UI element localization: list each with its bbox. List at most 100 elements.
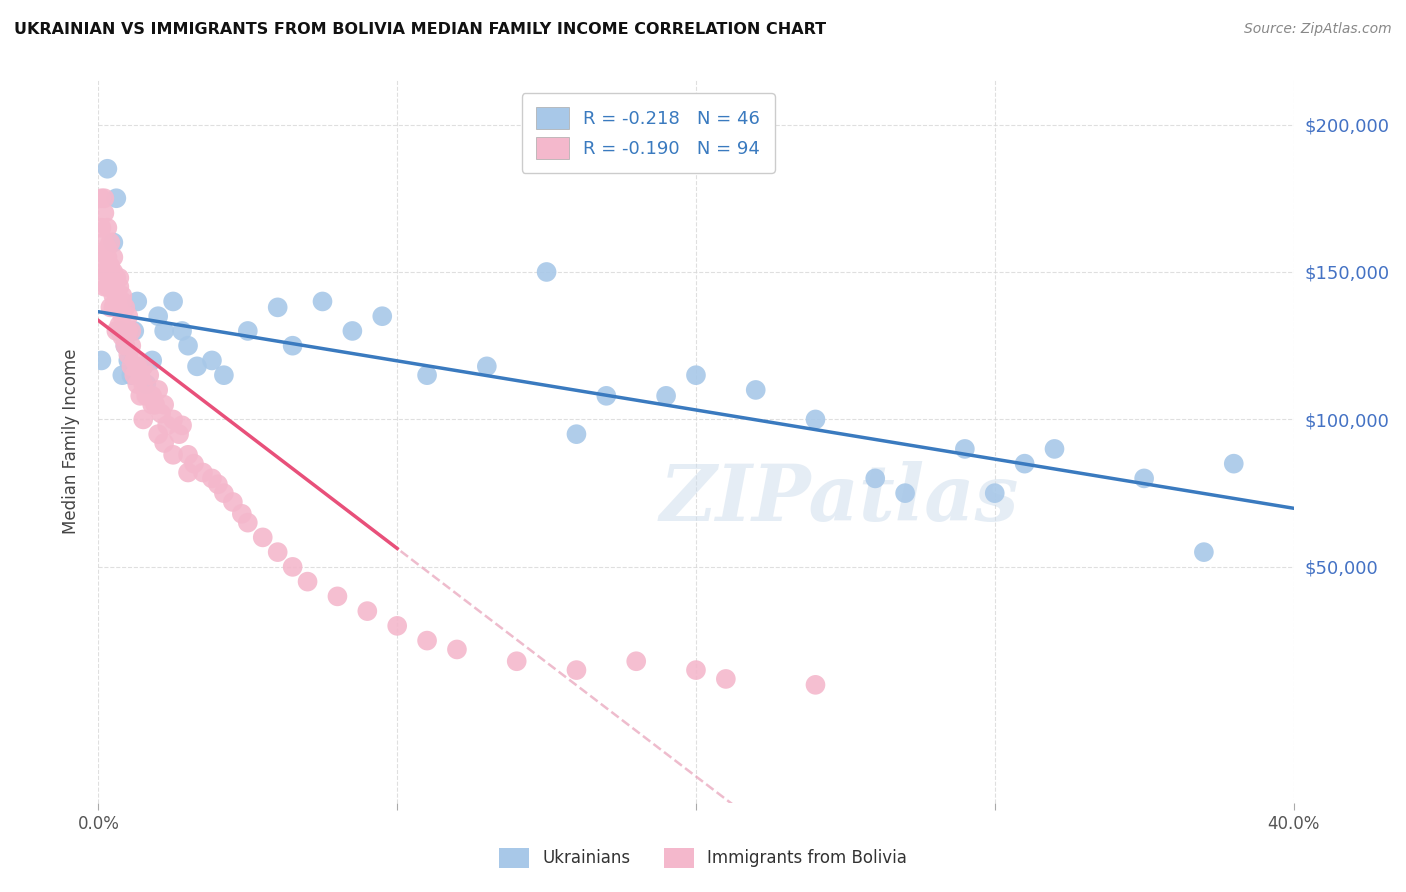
Point: [212, 486, 235, 500]
Point: [135, 389, 157, 403]
Point: [342, 324, 364, 338]
Point: [267, 301, 290, 315]
Point: [132, 377, 155, 392]
Point: [172, 418, 194, 433]
Point: [108, 324, 131, 338]
Point: [177, 339, 200, 353]
Point: [138, 368, 160, 383]
Point: [191, 466, 214, 480]
Point: [117, 347, 139, 361]
Point: [153, 436, 176, 450]
Point: [124, 368, 146, 383]
Point: [953, 442, 976, 456]
Point: [153, 324, 176, 338]
Point: [103, 265, 125, 279]
Point: [127, 377, 149, 392]
Point: [1192, 545, 1215, 559]
Point: [162, 412, 184, 426]
Point: [236, 516, 259, 530]
Text: UKRAINIAN VS IMMIGRANTS FROM BOLIVIA MEDIAN FAMILY INCOME CORRELATION CHART: UKRAINIAN VS IMMIGRANTS FROM BOLIVIA MED…: [14, 22, 827, 37]
Point: [132, 359, 155, 374]
Point: [231, 507, 253, 521]
Point: [162, 448, 184, 462]
Point: [685, 368, 707, 383]
Point: [894, 486, 917, 500]
Point: [98, 235, 122, 250]
Point: [111, 368, 134, 383]
Point: [103, 301, 125, 315]
Point: [90, 353, 112, 368]
Point: [172, 324, 194, 338]
Point: [212, 368, 235, 383]
Point: [108, 318, 131, 332]
Point: [90, 220, 112, 235]
Point: [326, 590, 349, 604]
Point: [103, 250, 125, 264]
Point: [93, 235, 115, 250]
Point: [201, 471, 224, 485]
Point: [120, 339, 142, 353]
Point: [167, 427, 190, 442]
Point: [143, 398, 166, 412]
Point: [90, 250, 112, 264]
Point: [148, 427, 170, 442]
Point: [267, 545, 290, 559]
Point: [150, 407, 173, 421]
Point: [416, 633, 439, 648]
Point: [114, 324, 136, 338]
Point: [984, 486, 1007, 500]
Point: [105, 288, 128, 302]
Point: [1133, 471, 1156, 485]
Point: [148, 309, 170, 323]
Point: [865, 471, 887, 485]
Point: [141, 398, 163, 412]
Point: [111, 309, 134, 323]
Point: [96, 265, 118, 279]
Point: [96, 241, 118, 255]
Point: [371, 309, 394, 323]
Point: [297, 574, 319, 589]
Point: [626, 654, 648, 668]
Point: [117, 309, 139, 323]
Point: [105, 301, 128, 315]
Point: [108, 279, 131, 293]
Point: [117, 324, 139, 338]
Point: [93, 191, 115, 205]
Point: [506, 654, 529, 668]
Point: [93, 206, 115, 220]
Point: [105, 324, 128, 338]
Point: [96, 161, 118, 176]
Point: [111, 330, 134, 344]
Point: [127, 294, 149, 309]
Point: [96, 220, 118, 235]
Point: [111, 294, 134, 309]
Point: [281, 339, 304, 353]
Point: [111, 324, 134, 338]
Point: [162, 294, 184, 309]
Point: [93, 265, 115, 279]
Point: [114, 339, 136, 353]
Point: [96, 250, 118, 264]
Point: [129, 389, 152, 403]
Point: [141, 389, 163, 403]
Point: [714, 672, 737, 686]
Point: [98, 259, 122, 273]
Point: [685, 663, 707, 677]
Point: [475, 359, 498, 374]
Text: ZIPatlas: ZIPatlas: [659, 461, 1019, 538]
Point: [129, 368, 152, 383]
Point: [416, 368, 439, 383]
Point: [124, 324, 146, 338]
Point: [103, 279, 125, 293]
Point: [117, 353, 139, 368]
Point: [177, 448, 200, 462]
Point: [1014, 457, 1036, 471]
Point: [98, 301, 122, 315]
Point: [103, 288, 125, 302]
Point: [108, 301, 131, 315]
Legend: Ukrainians, Immigrants from Bolivia: Ukrainians, Immigrants from Bolivia: [492, 841, 914, 875]
Point: [153, 398, 176, 412]
Point: [124, 353, 146, 368]
Point: [120, 368, 142, 383]
Point: [1223, 457, 1246, 471]
